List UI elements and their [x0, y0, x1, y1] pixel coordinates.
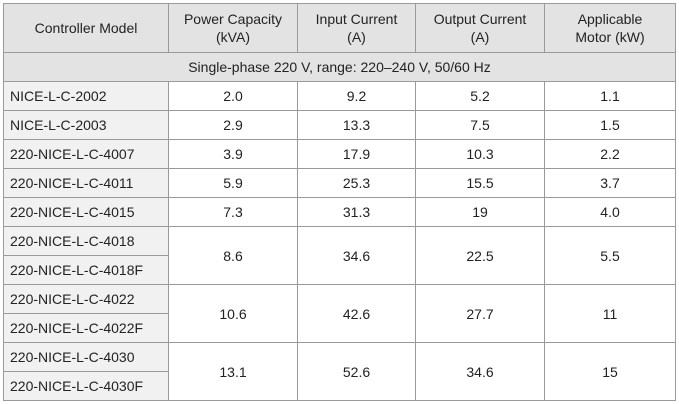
section-row: Single-phase 220 V, range: 220–240 V, 50… — [3, 52, 676, 82]
controller-model-cell: 220-NICE-L-C-4007 — [3, 139, 169, 169]
table-row: 220-NICE-L-C-4022 10.6 42.6 27.7 11 — [3, 284, 676, 343]
output-current-cell: 19 — [415, 197, 545, 227]
input-current-cell: 52.6 — [297, 342, 416, 401]
output-current-cell: 22.5 — [415, 226, 545, 285]
header-row: Controller Model Power Capacity (kVA) Inp… — [3, 3, 676, 53]
table-row: NICE-L-C-2003 2.9 13.3 7.5 1.5 — [3, 110, 676, 140]
controller-model-cell: 220-NICE-L-C-4018 — [3, 226, 169, 256]
power-capacity-cell: 2.9 — [168, 110, 298, 140]
section-label: Single-phase 220 V, range: 220–240 V, 50… — [3, 52, 676, 82]
controller-model-cell: 220-NICE-L-C-4030F — [3, 371, 169, 401]
applicable-motor-cell: 1.1 — [544, 81, 676, 111]
output-current-cell: 27.7 — [415, 284, 545, 343]
controller-model-cell: 220-NICE-L-C-4022F — [3, 313, 169, 343]
table-row: 220-NICE-L-C-4018 8.6 34.6 22.5 5.5 — [3, 226, 676, 285]
power-capacity-cell: 3.9 — [168, 139, 298, 169]
controller-model-cell: NICE-L-C-2002 — [3, 81, 169, 111]
applicable-motor-cell: 3.7 — [544, 168, 676, 198]
controller-model-cell: NICE-L-C-2003 — [3, 110, 169, 140]
power-capacity-cell: 13.1 — [168, 342, 298, 401]
table-row: NICE-L-C-2002 2.0 9.2 5.2 1.1 — [3, 81, 676, 111]
controller-model-cell: 220-NICE-L-C-4015 — [3, 197, 169, 227]
controller-model-cell: 220-NICE-L-C-4030 — [3, 342, 169, 372]
table-row: 220-NICE-L-C-4007 3.9 17.9 10.3 2.2 — [3, 139, 676, 169]
output-current-cell: 5.2 — [415, 81, 545, 111]
table-row: 220-NICE-L-C-4030F — [3, 371, 676, 401]
header-power-capacity: Power Capacity (kVA) — [168, 3, 298, 53]
header-controller-model: Controller Model — [3, 3, 169, 53]
output-current-cell: 34.6 — [415, 342, 545, 401]
input-current-cell: 31.3 — [297, 197, 416, 227]
table-row: 220-NICE-L-C-4015 7.3 31.3 19 4.0 — [3, 197, 676, 227]
input-current-cell: 13.3 — [297, 110, 416, 140]
power-capacity-cell: 2.0 — [168, 81, 298, 111]
applicable-motor-cell: 1.5 — [544, 110, 676, 140]
output-current-cell: 10.3 — [415, 139, 545, 169]
output-current-cell: 15.5 — [415, 168, 545, 198]
power-capacity-cell: 10.6 — [168, 284, 298, 343]
input-current-cell: 42.6 — [297, 284, 416, 343]
header-input-current: Input Current (A) — [297, 3, 416, 53]
table-row: 220-NICE-L-C-4022F — [3, 313, 676, 343]
table-row: 220-NICE-L-C-4018F — [3, 255, 676, 285]
input-current-cell: 34.6 — [297, 226, 416, 285]
power-capacity-cell: 7.3 — [168, 197, 298, 227]
applicable-motor-cell: 11 — [544, 284, 676, 343]
controller-model-cell: 220-NICE-L-C-4018F — [3, 255, 169, 285]
table-row: 220-NICE-L-C-4030 13.1 52.6 34.6 15 — [3, 342, 676, 401]
table-row: 220-NICE-L-C-4011 5.9 25.3 15.5 3.7 — [3, 168, 676, 198]
controller-model-cell: 220-NICE-L-C-4022 — [3, 284, 169, 314]
applicable-motor-cell: 15 — [544, 342, 676, 401]
applicable-motor-cell: 5.5 — [544, 226, 676, 285]
applicable-motor-cell: 2.2 — [544, 139, 676, 169]
output-current-cell: 7.5 — [415, 110, 545, 140]
applicable-motor-cell: 4.0 — [544, 197, 676, 227]
input-current-cell: 9.2 — [297, 81, 416, 111]
input-current-cell: 25.3 — [297, 168, 416, 198]
controller-spec-table: Controller Model Power Capacity (kVA) Inp… — [3, 3, 676, 401]
controller-model-cell: 220-NICE-L-C-4011 — [3, 168, 169, 198]
header-applicable-motor: Applicable Motor (kW) — [544, 3, 676, 53]
power-capacity-cell: 8.6 — [168, 226, 298, 285]
input-current-cell: 17.9 — [297, 139, 416, 169]
power-capacity-cell: 5.9 — [168, 168, 298, 198]
header-output-current: Output Current (A) — [415, 3, 545, 53]
